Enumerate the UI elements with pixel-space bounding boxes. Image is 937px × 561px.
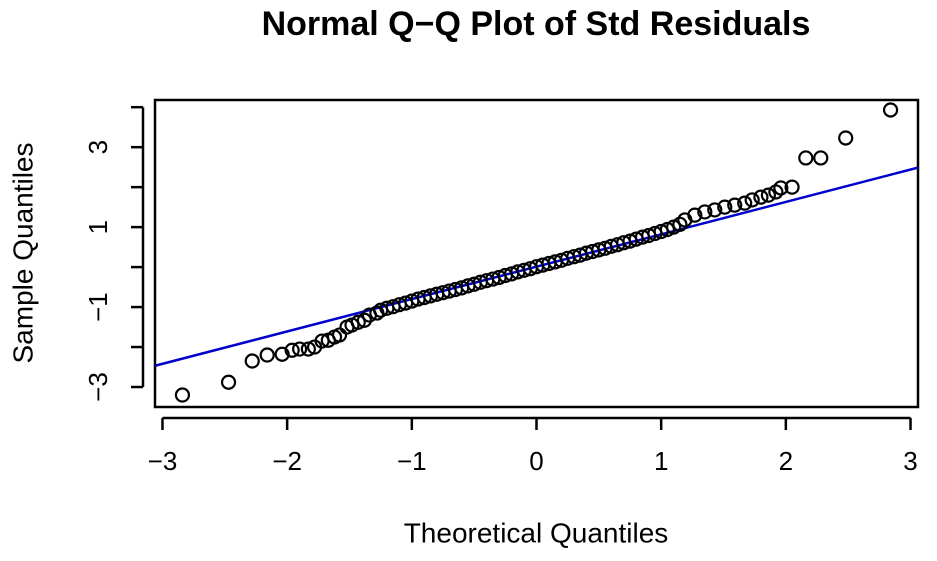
y-axis-label: Sample Quantiles bbox=[7, 142, 38, 363]
x-tick-label: 2 bbox=[779, 446, 793, 476]
point bbox=[882, 102, 899, 118]
plot-frame bbox=[153, 98, 920, 409]
point bbox=[220, 374, 237, 390]
point bbox=[737, 195, 753, 211]
point bbox=[274, 346, 290, 362]
x-tick-label: 3 bbox=[903, 446, 917, 476]
point bbox=[292, 341, 308, 357]
x-tick-label: −2 bbox=[272, 446, 302, 476]
y-tick-label: 3 bbox=[83, 140, 113, 154]
point bbox=[259, 347, 275, 363]
point bbox=[773, 180, 789, 196]
point bbox=[350, 314, 366, 330]
point bbox=[672, 216, 688, 232]
point bbox=[697, 204, 713, 220]
point bbox=[784, 179, 800, 195]
point bbox=[717, 199, 733, 215]
point bbox=[331, 327, 348, 343]
point bbox=[798, 150, 814, 166]
point bbox=[356, 312, 373, 328]
point bbox=[753, 189, 769, 205]
point bbox=[244, 353, 260, 369]
x-axis-label: Theoretical Quantiles bbox=[404, 517, 669, 548]
y-tick-label: 1 bbox=[83, 220, 113, 234]
point bbox=[760, 187, 776, 203]
point bbox=[300, 341, 316, 357]
point bbox=[727, 197, 743, 213]
x-tick-label: −3 bbox=[148, 446, 178, 476]
x-tick-label: 0 bbox=[529, 446, 543, 476]
x-tick-label: 1 bbox=[654, 446, 668, 476]
point bbox=[284, 342, 300, 358]
y-tick-label: −1 bbox=[83, 292, 113, 322]
point bbox=[813, 150, 829, 166]
point bbox=[707, 202, 723, 218]
point bbox=[744, 192, 760, 208]
point bbox=[687, 207, 703, 223]
point bbox=[174, 387, 191, 403]
point bbox=[838, 130, 854, 146]
x-tick-label: −1 bbox=[397, 446, 427, 476]
chart-title: Normal Q−Q Plot of Std Residuals bbox=[262, 5, 811, 43]
y-tick-label: −3 bbox=[83, 372, 113, 402]
